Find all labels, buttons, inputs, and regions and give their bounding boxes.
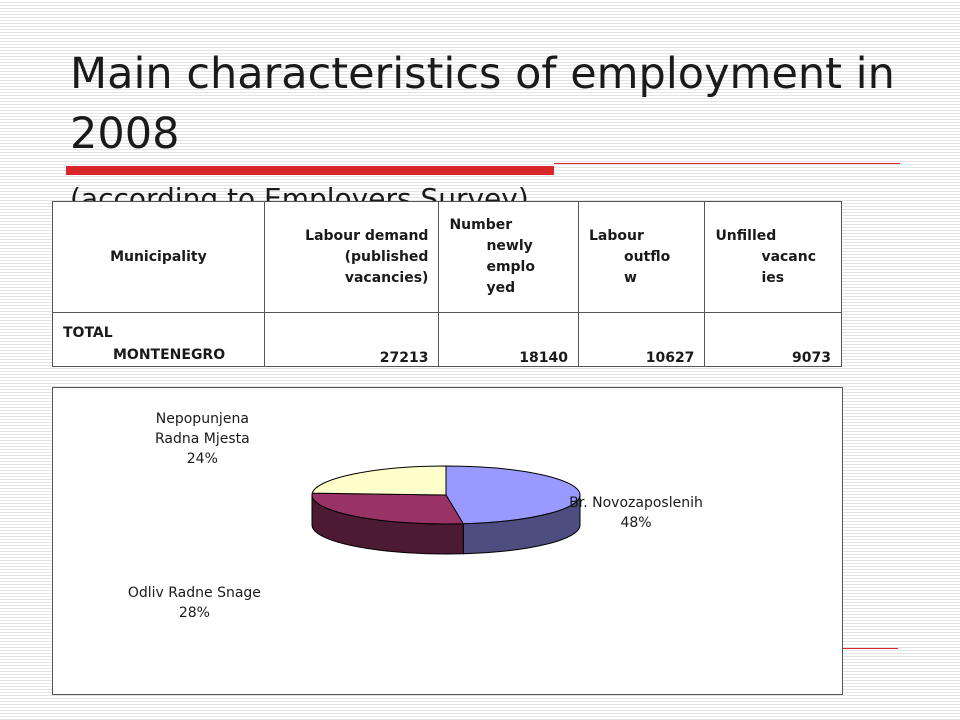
pie-category-label: Nepopunjena [156, 411, 249, 427]
pie-percent-label: 28% [179, 605, 210, 621]
header-line: emplo [486, 259, 535, 275]
header-labour-demand: Labour demand (published vacancies) [263, 201, 440, 313]
pie-slice-top [311, 465, 447, 496]
pie-label-1: Br. Novozaposlenih 48% [569, 495, 703, 531]
header-line: outflo [623, 248, 671, 265]
cell-labour-demand: 27213 [263, 312, 440, 367]
municipality-line: MONTENEGRO [113, 347, 226, 363]
header-line: Municipality [110, 248, 207, 265]
pie-label-2: Odliv Radne Snage 28% [128, 585, 261, 621]
header-line: Labour demand [305, 227, 429, 244]
pie-percent-label: 24% [187, 451, 218, 467]
header-line: Unfilled [715, 227, 777, 244]
pie-percent-label: 48% [620, 515, 651, 531]
cell-unfilled-vacancies: 9073 [704, 312, 842, 367]
header-line: vacancies) [344, 269, 429, 286]
header-unfilled-vacancies: Unfilled vacanc ies [704, 201, 842, 313]
pie-slice-top [445, 465, 581, 525]
bottom-divider-line [840, 648, 898, 649]
header-line: yed [486, 280, 516, 296]
table-header-row: Municipality Labour demand (published va… [52, 201, 842, 313]
pie-label-3: Nepopunjena Radna Mjesta 24% [155, 411, 250, 467]
table-row: TOTAL MONTENEGRO 27213 18140 10627 9073 [52, 312, 842, 367]
header-line: (published [344, 248, 429, 265]
header-line: w [623, 269, 637, 286]
header-newly-employed: Number newly emplo yed [438, 201, 579, 313]
header-line: Number [449, 217, 513, 233]
pie-slice-top [311, 492, 465, 525]
cell-labour-outflow: 10627 [577, 312, 706, 367]
header-line: ies [761, 269, 785, 286]
slide-title: Main characteristics of employment in 20… [70, 44, 930, 229]
pie-category-label: Odliv Radne Snage [128, 585, 261, 601]
pie-category-label: Radna Mjesta [155, 431, 250, 447]
pie-chart: Br. Novozaposlenih 48% Odliv Radne Snage 28… [128, 411, 703, 621]
header-municipality: Municipality [52, 201, 265, 313]
header-line: Labour [588, 227, 644, 244]
pie-tops [311, 465, 581, 525]
header-line: vacanc [761, 248, 817, 265]
cell-newly-employed: 18140 [438, 312, 579, 367]
cell-municipality: TOTAL MONTENEGRO [52, 312, 265, 367]
municipality-line: TOTAL [63, 325, 113, 341]
pie-labels: Br. Novozaposlenih 48% Odliv Radne Snage 28… [128, 411, 703, 621]
pie-category-label: Br. Novozaposlenih [569, 495, 703, 511]
header-line: newly [486, 238, 533, 254]
header-labour-outflow: Labour outflo w [577, 201, 706, 313]
title-underline-thin [554, 163, 900, 164]
slide-title-main: Main characteristics of employment in 20… [70, 49, 895, 159]
pie-chart-area: Br. Novozaposlenih 48% Odliv Radne Snage 28… [52, 387, 843, 695]
title-underline-thick [66, 166, 554, 175]
employment-table: Municipality Labour demand (published va… [52, 201, 842, 367]
